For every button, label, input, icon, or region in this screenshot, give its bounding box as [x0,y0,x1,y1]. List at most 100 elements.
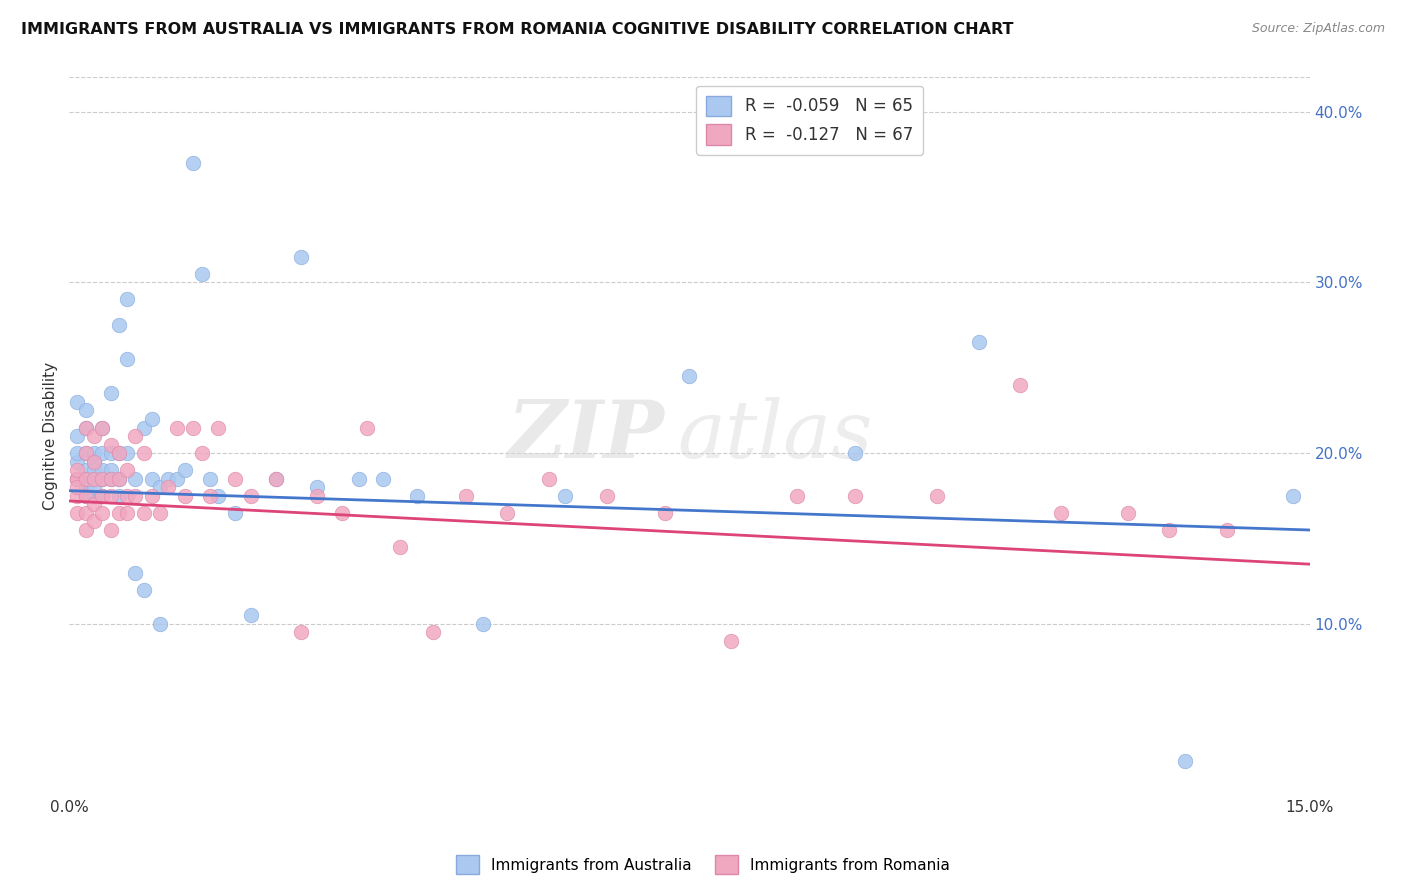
Text: ZIP: ZIP [508,397,665,475]
Point [471,616,494,631]
Point [190,446,212,460]
Point [1157,523,1180,537]
Point [75,480,97,494]
Point [83,455,105,469]
Point [91,506,114,520]
Legend: R =  -0.059   N = 65, R =  -0.127   N = 67: R = -0.059 N = 65, R = -0.127 N = 67 [696,86,922,155]
Point [264,472,287,486]
Point [356,420,378,434]
Point [91,472,114,486]
Point [149,506,172,520]
Point [83,497,105,511]
Point [83,480,105,494]
Point [75,463,97,477]
Point [83,446,105,460]
Point [198,489,221,503]
Point [596,489,619,503]
Point [83,472,105,486]
Point [844,489,866,503]
Point [91,420,114,434]
Point [132,506,155,520]
Point [66,463,89,477]
Point [115,506,138,520]
Point [654,506,676,520]
Point [75,420,97,434]
Point [132,420,155,434]
Point [66,395,89,409]
Point [678,369,700,384]
Legend: Immigrants from Australia, Immigrants from Romania: Immigrants from Australia, Immigrants fr… [450,849,956,880]
Point [1116,506,1139,520]
Point [108,446,131,460]
Point [149,616,172,631]
Point [388,540,411,554]
Point [115,463,138,477]
Text: atlas: atlas [676,397,872,475]
Point [124,489,146,503]
Point [1050,506,1073,520]
Point [83,455,105,469]
Point [240,489,263,503]
Point [75,489,97,503]
Point [124,566,146,580]
Point [290,625,312,640]
Point [66,472,89,486]
Point [166,472,188,486]
Point [100,386,122,401]
Point [290,250,312,264]
Point [124,472,146,486]
Point [66,429,89,443]
Point [330,506,353,520]
Point [456,489,478,503]
Point [108,472,131,486]
Point [66,489,89,503]
Point [264,472,287,486]
Point [141,489,163,503]
Point [100,446,122,460]
Point [141,472,163,486]
Point [1216,523,1239,537]
Y-axis label: Cognitive Disability: Cognitive Disability [44,362,58,510]
Point [115,446,138,460]
Point [224,506,246,520]
Point [91,446,114,460]
Point [157,472,180,486]
Point [66,506,89,520]
Text: Source: ZipAtlas.com: Source: ZipAtlas.com [1251,22,1385,36]
Point [66,472,89,486]
Point [720,634,742,648]
Point [83,489,105,503]
Point [786,489,808,503]
Point [100,523,122,537]
Point [141,412,163,426]
Point [347,472,370,486]
Point [75,403,97,417]
Point [91,489,114,503]
Point [307,480,329,494]
Point [149,480,172,494]
Point [405,489,427,503]
Point [66,480,89,494]
Point [115,489,138,503]
Point [240,608,263,623]
Point [75,472,97,486]
Point [108,318,131,332]
Point [115,352,138,367]
Point [66,455,89,469]
Point [100,489,122,503]
Point [132,582,155,597]
Point [91,463,114,477]
Point [207,420,229,434]
Point [190,267,212,281]
Point [100,463,122,477]
Point [166,420,188,434]
Point [108,472,131,486]
Point [157,480,180,494]
Point [115,293,138,307]
Point [100,437,122,451]
Point [373,472,395,486]
Point [83,429,105,443]
Point [844,446,866,460]
Point [83,472,105,486]
Point [91,472,114,486]
